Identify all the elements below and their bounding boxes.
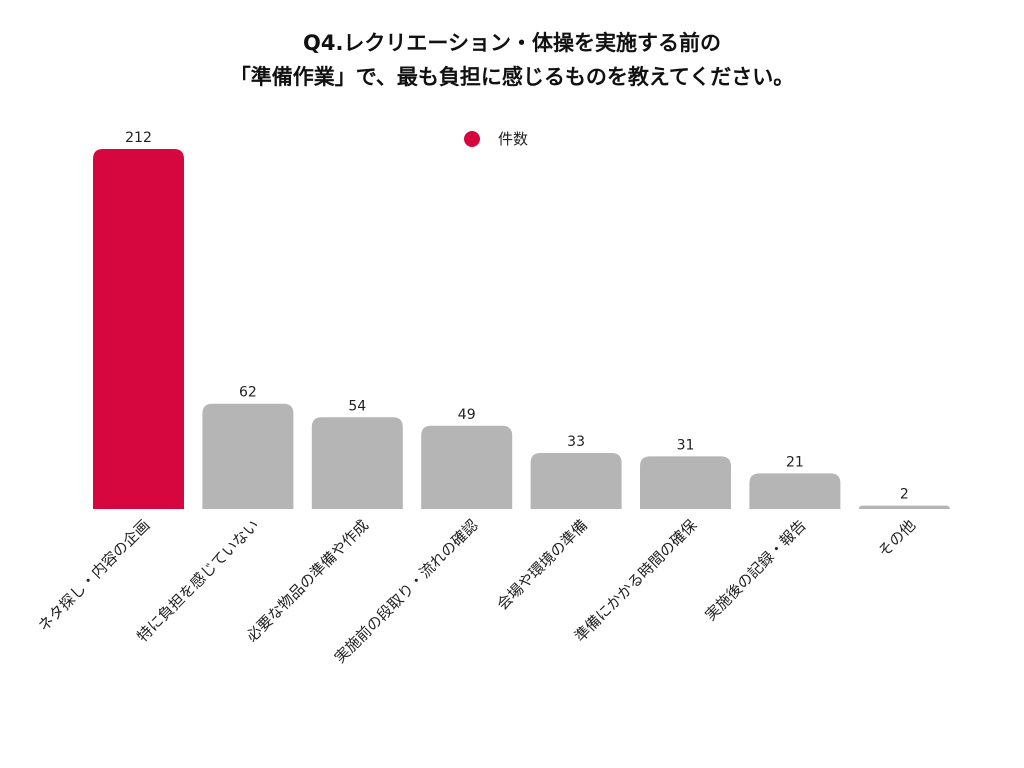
bar-8: [858, 505, 950, 509]
bar-7: [749, 473, 841, 509]
bar-3: [311, 417, 403, 509]
legend-label: 件数: [498, 130, 528, 148]
chart-title-line-2: 「準備作業」で、最も負担に感じるものを教えてください。: [230, 65, 794, 89]
legend-marker: [464, 131, 480, 147]
bar-2: [202, 403, 294, 509]
chart-title-line-1: Q4.レクリエーション・体操を実施する前の: [303, 31, 721, 55]
x-tick-label-6: 準備にかかる時間の確保: [571, 516, 700, 645]
bar-4: [421, 425, 513, 509]
bar-1: [93, 149, 184, 509]
x-tick-label-5: 会場や環境の準備: [493, 516, 591, 614]
data-label-3: 54: [348, 398, 366, 414]
bar-5: [530, 452, 622, 509]
x-tick-label-1: ネタ探し・内容の企画: [35, 516, 154, 635]
data-label-2: 62: [239, 385, 257, 401]
x-tick-label-2: 特に負担を感じていない: [133, 516, 262, 645]
data-label-5: 33: [567, 434, 585, 450]
data-label-6: 31: [677, 437, 695, 453]
data-label-8: 2: [900, 487, 909, 503]
x-tick-label-7: 実施後の記録・報告: [702, 516, 810, 624]
data-label-4: 49: [458, 407, 476, 423]
x-tick-label-8: その他: [875, 516, 920, 561]
x-tick-label-3: 必要な物品の準備や作成: [243, 516, 372, 645]
data-label-1: 212: [125, 130, 152, 146]
data-label-7: 21: [786, 454, 804, 470]
bar-6: [640, 456, 731, 509]
